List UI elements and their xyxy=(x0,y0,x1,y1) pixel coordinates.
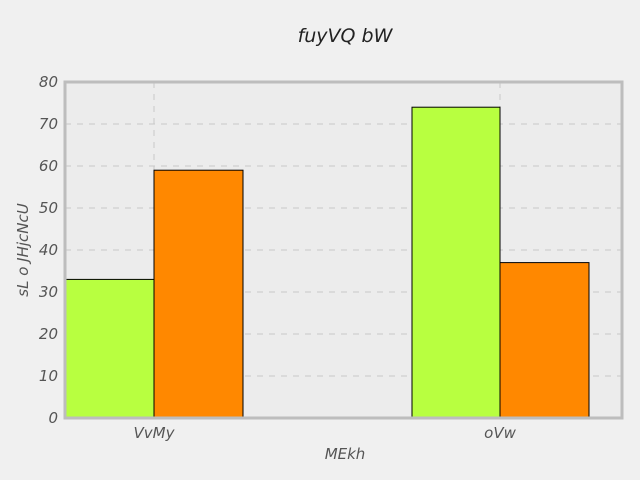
y-tick-label: 70 xyxy=(39,115,58,133)
y-tick-label: 20 xyxy=(39,325,58,343)
x-ticks: VvMy oVw xyxy=(134,424,517,442)
plot-frame xyxy=(63,80,624,420)
y-tick-label: 60 xyxy=(39,157,58,175)
y-tick-label: 40 xyxy=(39,241,58,259)
x-axis-label: MEkh xyxy=(325,445,366,463)
bars xyxy=(65,106,590,419)
x-tick-label: VvMy xyxy=(134,424,176,442)
bar-series-1-VvMy xyxy=(65,278,155,419)
y-tick-label: 30 xyxy=(39,283,58,301)
y-ticks: 0 10 20 30 40 50 60 70 80 xyxy=(39,73,58,427)
x-tick-label: oVw xyxy=(484,424,516,442)
bar-series-2-oVw xyxy=(499,262,590,419)
chart-title: fuyVQ bW xyxy=(298,25,394,47)
y-tick-label: 0 xyxy=(48,409,58,427)
y-tick-label: 80 xyxy=(39,73,58,91)
bar-series-1-oVw xyxy=(411,106,501,419)
y-tick-label: 10 xyxy=(39,367,58,385)
bar-series-2-VvMy xyxy=(153,169,244,419)
y-axis-label: sL o JHjcNcU xyxy=(14,203,32,296)
y-tick-label: 50 xyxy=(39,199,58,217)
